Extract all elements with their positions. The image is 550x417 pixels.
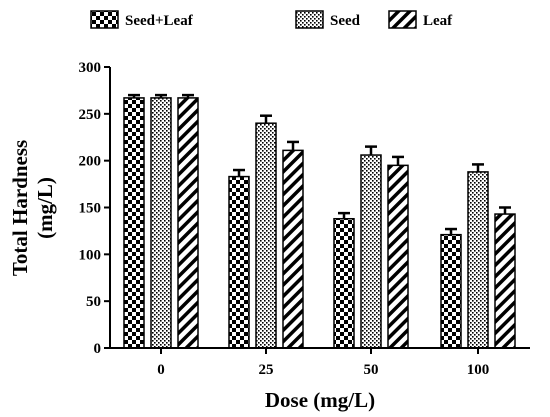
bar-0-3: [440, 233, 462, 349]
bar-0-2: [333, 217, 355, 349]
legend-swatch-0: [90, 10, 119, 29]
y-tick-label-3: 150: [79, 201, 102, 217]
x-tick-label-3: 100: [467, 362, 490, 378]
legend-swatch-2: [388, 10, 417, 29]
legend-label-2: Leaf: [423, 13, 453, 29]
y-tick-label-4: 200: [79, 154, 102, 170]
axes: 0 50 100 150 200 250 300 0 25 50 100: [79, 60, 530, 378]
x-tick-label-1: 25: [259, 362, 274, 378]
legend-label-1: Seed: [330, 13, 361, 29]
bar-0-0: [123, 97, 145, 349]
bar-2-2: [387, 164, 409, 349]
bar-1-2: [360, 154, 382, 349]
bars: [123, 97, 516, 349]
y-tick-label-1: 50: [86, 294, 101, 310]
y-tick-label-2: 100: [79, 247, 102, 263]
bar-1-1: [255, 122, 277, 349]
bar-0-1: [228, 175, 250, 349]
bar-1-3: [467, 171, 489, 349]
bar-2-3: [494, 213, 516, 349]
error-bars: [128, 93, 511, 235]
bar-2-0: [177, 97, 199, 349]
bar-1-0: [150, 97, 172, 349]
legend-swatch-1: [295, 10, 324, 29]
legend: Seed+Leaf Seed Leaf: [90, 10, 453, 29]
y-axis-title-line1: Total Hardness: [8, 140, 32, 276]
y-tick-label-0: 0: [94, 341, 102, 357]
y-tick-label-5: 250: [79, 107, 102, 123]
legend-label-0: Seed+Leaf: [125, 13, 194, 29]
bar-2-1: [282, 149, 304, 349]
x-tick-label-0: 0: [157, 362, 165, 378]
y-tick-label-6: 300: [79, 60, 102, 76]
x-axis-title: Dose (mg/L): [265, 388, 375, 412]
x-tick-label-2: 50: [364, 362, 379, 378]
y-axis-title-line2: (mg/L): [33, 177, 57, 239]
